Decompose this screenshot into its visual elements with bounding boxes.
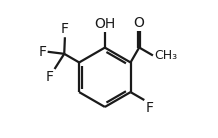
Text: CH₃: CH₃ <box>154 49 177 62</box>
Text: F: F <box>61 22 69 36</box>
Text: F: F <box>145 101 153 115</box>
Text: OH: OH <box>94 17 116 31</box>
Text: F: F <box>39 45 47 59</box>
Text: F: F <box>46 70 54 84</box>
Text: O: O <box>134 16 145 30</box>
